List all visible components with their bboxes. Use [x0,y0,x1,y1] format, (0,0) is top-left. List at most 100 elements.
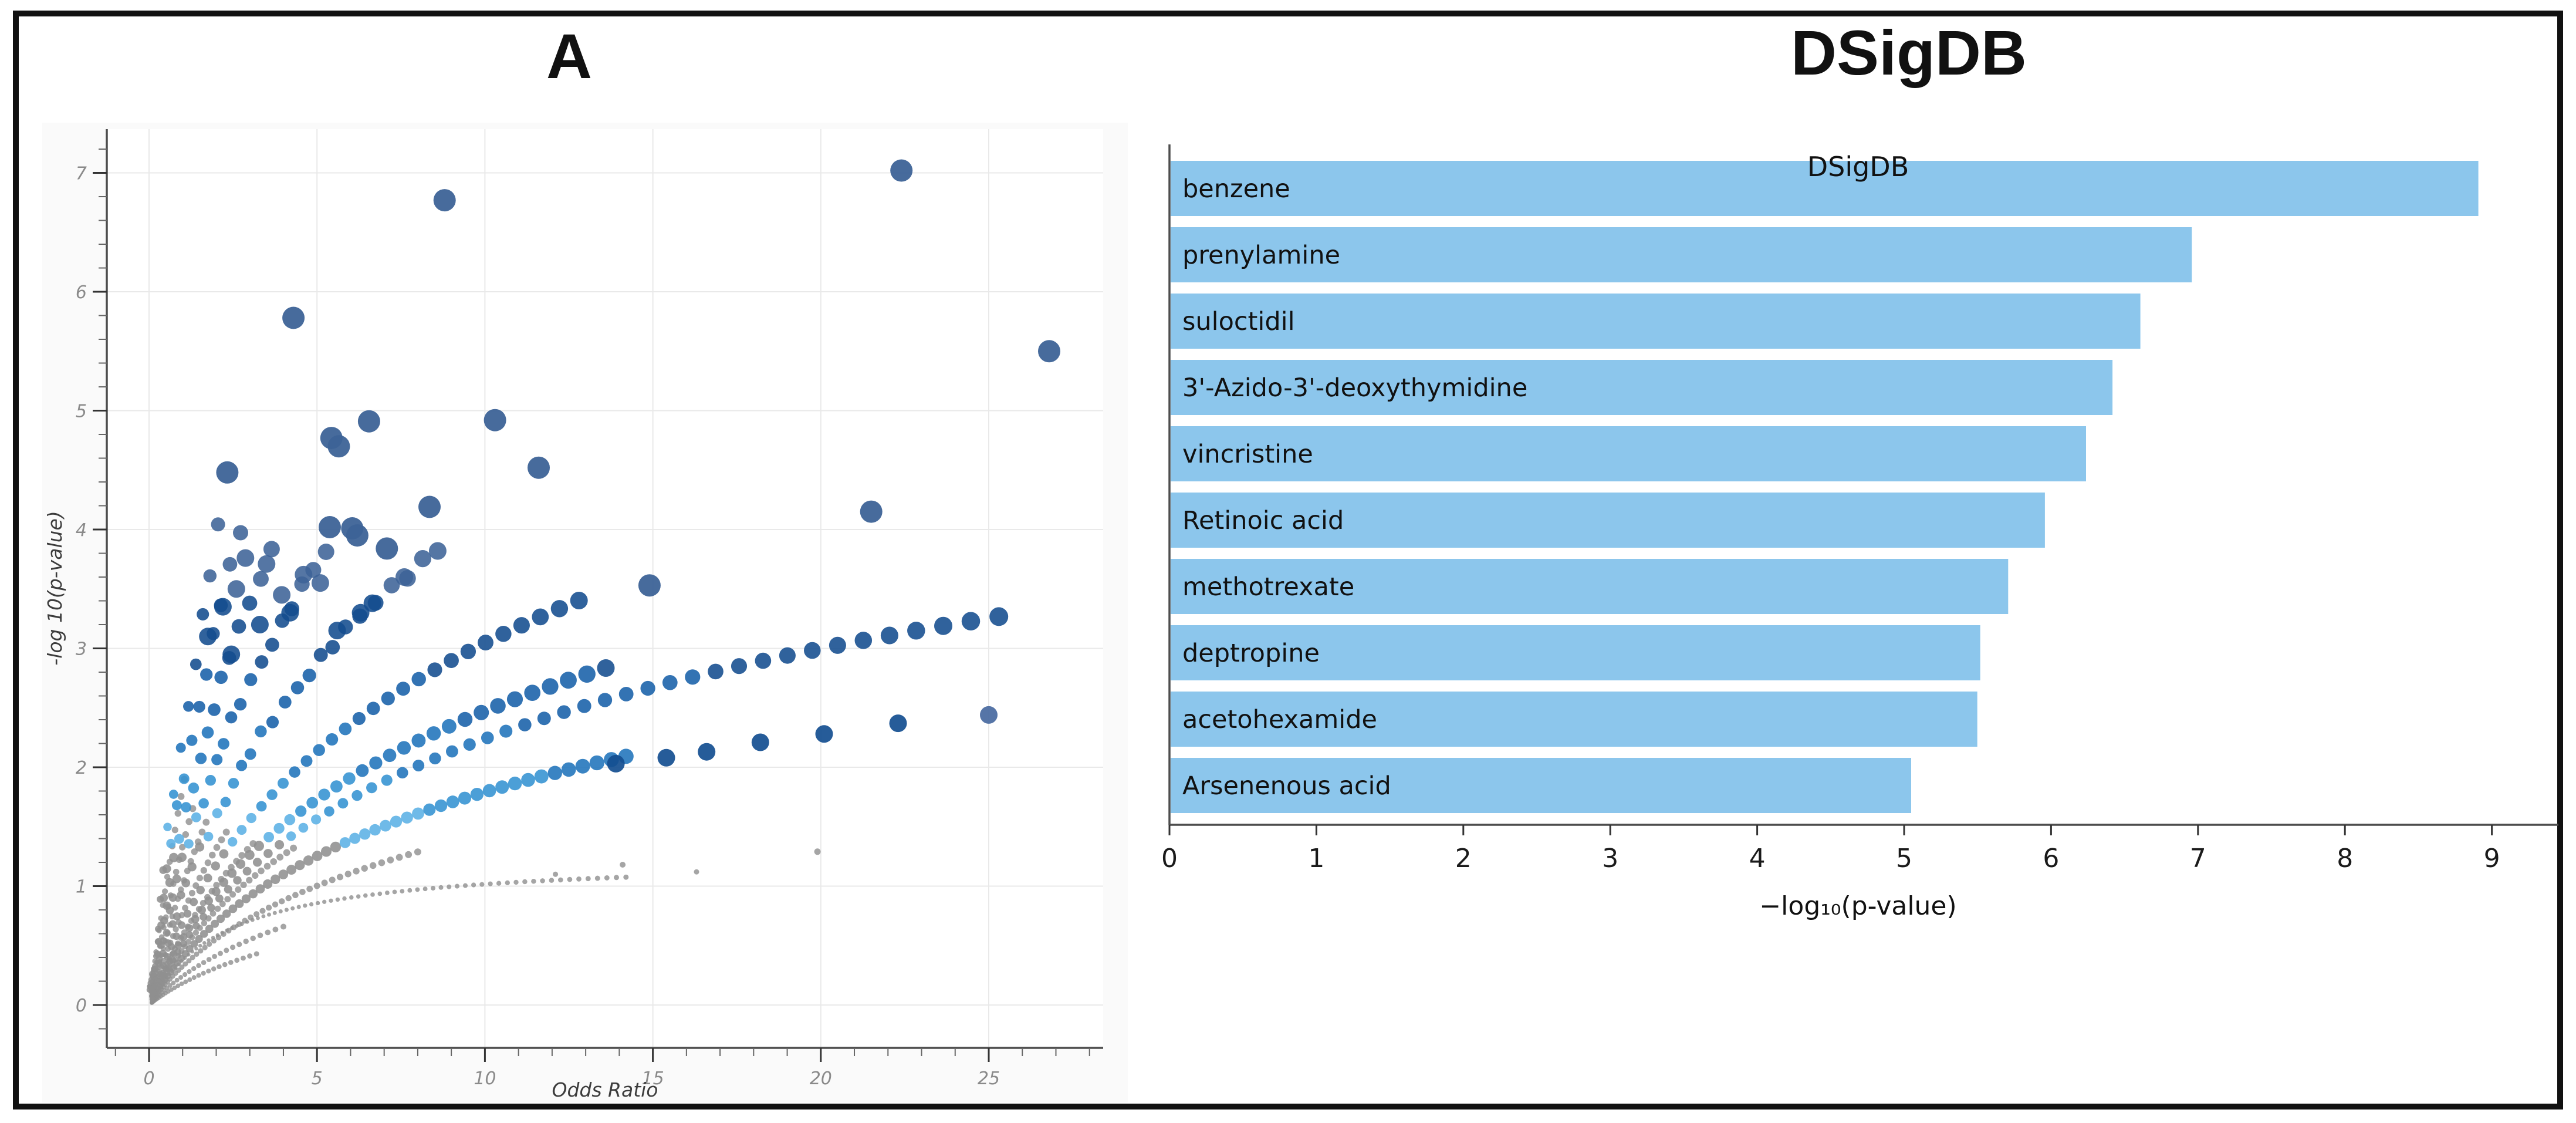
scatter-point [351,603,370,622]
scatter-point [405,851,413,858]
scatter-point [193,700,205,713]
scatter-point [244,748,256,760]
scatter-point [392,889,397,895]
scatter-point [751,733,769,751]
scatter-point [157,970,164,977]
scatter-point [182,905,188,911]
scatter-point [215,894,224,903]
scatter-point [446,795,459,808]
scatter-point [286,831,296,841]
scatter-point [327,435,350,458]
scatter-point [253,911,260,918]
scatter-point [980,706,998,724]
scatter-point [191,812,201,822]
scatter-point [196,875,204,882]
scatter-point [205,775,216,786]
scatter-point [395,568,413,586]
scatter-point [356,764,369,777]
scatter-point [321,879,328,886]
scatter-point [295,860,305,871]
scatter-point [195,842,205,852]
scatter-point [174,977,180,983]
scatter-point [779,647,796,664]
scatter-point [499,724,513,738]
scatter-point [295,565,313,584]
scatter-point [537,711,551,726]
scatter-point [248,914,254,920]
scatter-point [224,885,232,894]
scatter-point [270,858,278,865]
scatter-point [411,672,426,687]
scatter-point [247,953,253,959]
bar [1171,227,2192,282]
scatter-point [222,557,238,572]
bar-group: benzene prenylamine suloctidil 3'-Azido-3'-… [1171,161,2479,813]
scatter-point [299,889,306,895]
scatter-point [342,896,347,901]
bar-label: 3'-Azido-3'-deoxythymidine [1182,373,1527,403]
scatter-point [178,773,190,784]
scatter-point [396,682,411,696]
scatter-point [298,822,309,833]
scatter-point [177,852,187,862]
scatter-point [200,668,213,681]
scatter-point [454,883,460,889]
scatter-point [203,831,214,842]
scatter-point [521,773,535,787]
scatter-point [211,887,221,896]
bar-label: deptropine [1182,639,1320,668]
scatter-point [640,680,655,696]
scatter-point [236,549,255,567]
scatter-point [235,859,246,869]
scatter-point [169,852,179,862]
scatter-point [513,879,519,885]
scatter-point [528,456,550,479]
scatter-point [255,725,267,738]
scatter-point [557,877,563,883]
scatter-point [336,874,344,881]
scatter-point [353,868,360,875]
scatter-point [244,849,255,860]
scatter-point [219,849,229,859]
scatter-point [313,744,325,756]
scatter-point [177,891,185,899]
scatter-point [219,901,226,908]
scatter-point [258,555,276,573]
scatter-point [428,542,447,560]
scatter-point [278,898,285,905]
scatter-point [208,851,216,859]
scatter-point [253,571,269,587]
scatter-point [261,914,266,919]
scatter-point [149,970,155,977]
bar-label: benzene [1182,174,1290,204]
scatter-point [227,580,245,598]
x-tick-label: 7 [2190,844,2206,874]
scatter-point [320,846,332,857]
scatter-point [317,544,334,560]
scatter-point [271,874,280,884]
scatter-point [337,798,349,809]
scatter-point [197,906,206,915]
scatter-point [201,726,214,739]
scatter-point [241,955,246,961]
scatter-point [212,953,218,959]
x-tick-label: 9 [2484,844,2500,874]
bar [1171,625,1980,680]
scatter-point [214,598,232,616]
scatter-point [203,874,212,883]
scatter-point [240,881,247,889]
scatter-point [860,500,883,523]
scatter-point [248,889,258,899]
scatter-point [369,824,381,836]
scatter-point [508,776,522,791]
panel-a-title: A [546,21,592,92]
scatter-point [302,668,316,683]
scatter-point [731,658,748,675]
bar-label: methotrexate [1182,572,1354,602]
scatter-point [252,858,262,867]
scatter-point [222,645,241,663]
scatter-point [278,777,289,789]
x-tick-label: 0 [143,1068,154,1089]
scatter-point [814,848,821,855]
